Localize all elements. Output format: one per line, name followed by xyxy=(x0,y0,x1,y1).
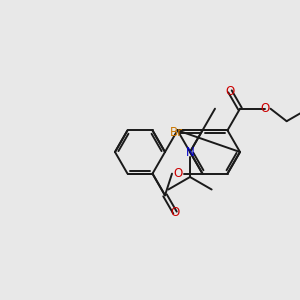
Text: O: O xyxy=(173,167,182,180)
Text: Br: Br xyxy=(170,126,183,139)
Text: N: N xyxy=(186,146,194,158)
Text: O: O xyxy=(260,102,270,115)
Text: O: O xyxy=(225,85,235,98)
Text: O: O xyxy=(170,206,180,219)
